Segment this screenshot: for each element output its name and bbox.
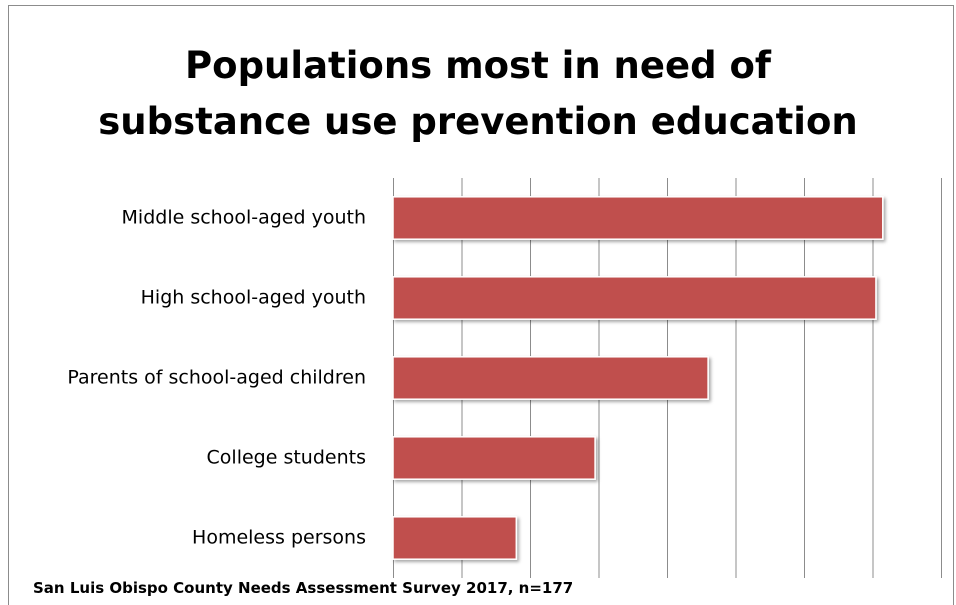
category-label: Middle school-aged youth bbox=[122, 207, 366, 229]
chart-title-line-2: substance use prevention education bbox=[98, 100, 858, 143]
bar bbox=[392, 196, 884, 240]
category-label: College students bbox=[207, 447, 366, 469]
bar bbox=[392, 356, 709, 400]
chart-title: Populations most in need of substance us… bbox=[0, 38, 956, 150]
category-label: Homeless persons bbox=[192, 527, 366, 549]
bar bbox=[392, 276, 877, 320]
bar bbox=[392, 516, 518, 560]
chart-title-line-1: Populations most in need of bbox=[185, 44, 771, 87]
bar bbox=[392, 436, 596, 480]
category-label: High school-aged youth bbox=[141, 287, 366, 309]
category-label: Parents of school-aged children bbox=[67, 367, 366, 389]
chart-footer: San Luis Obispo County Needs Assessment … bbox=[33, 579, 574, 597]
